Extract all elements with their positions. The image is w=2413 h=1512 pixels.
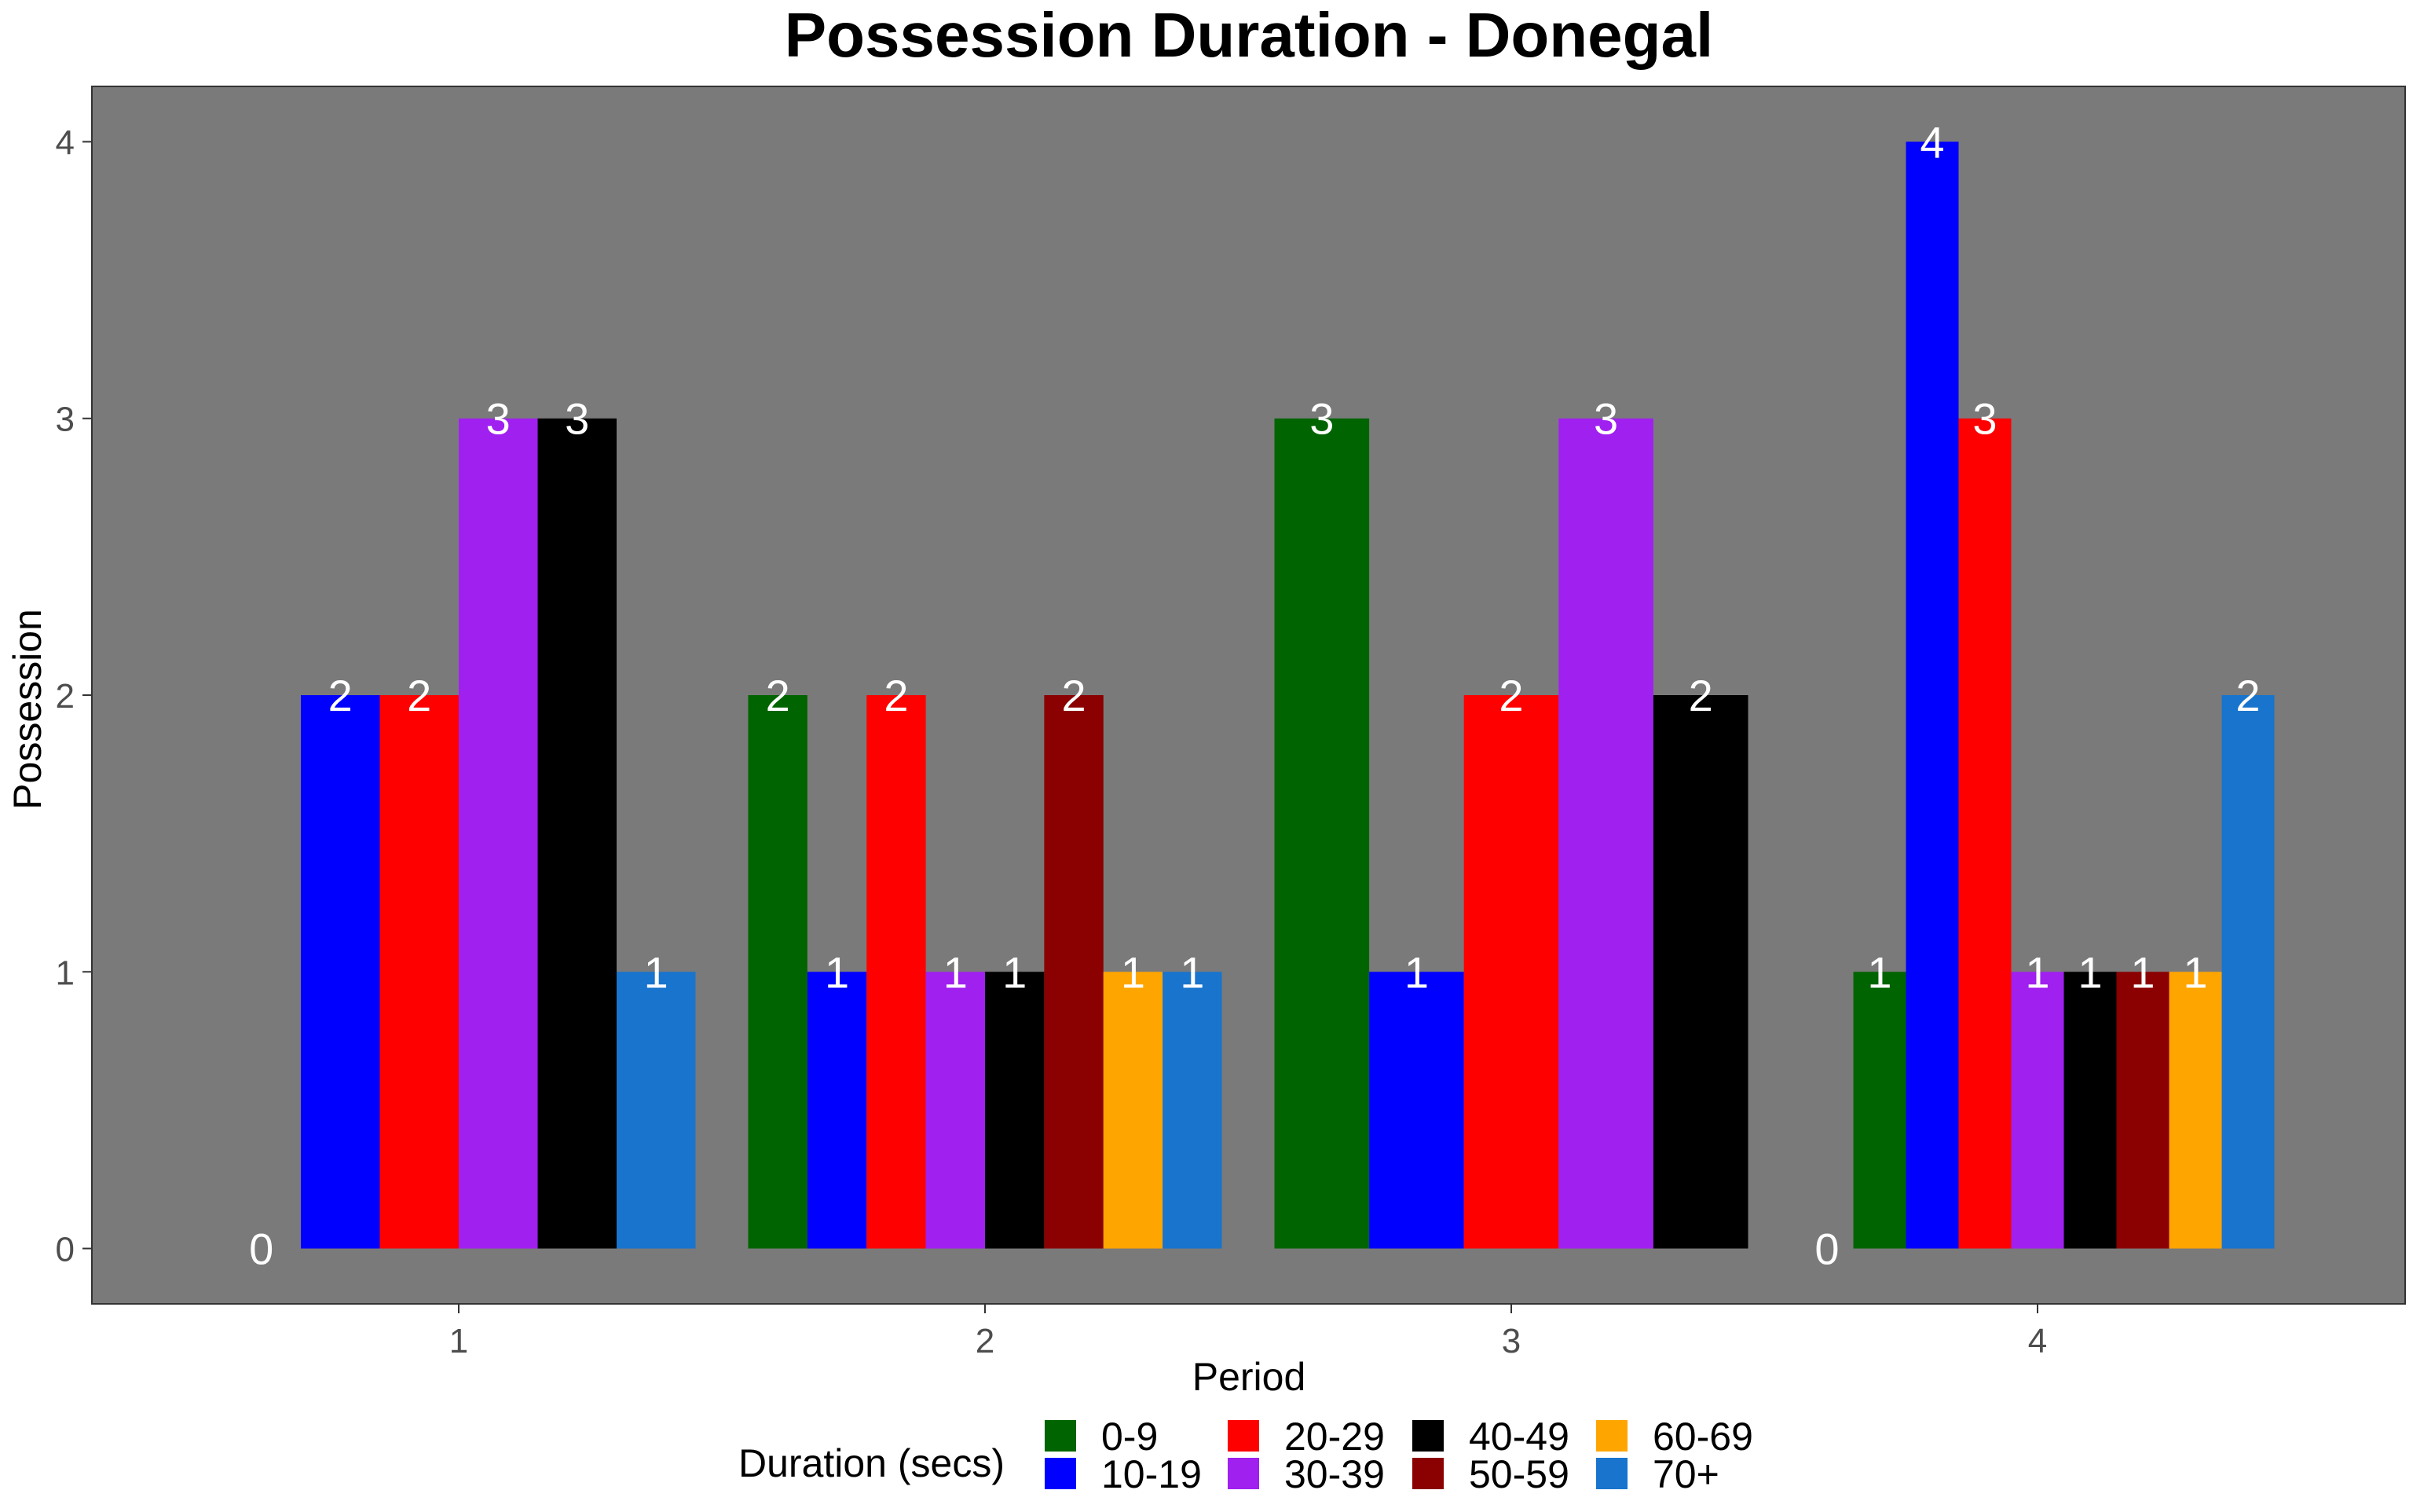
legend-key-60-69 [1596,1420,1628,1452]
legend-key-70+ [1596,1458,1628,1489]
legend-label-10-19: 10-19 [1101,1452,1202,1496]
bar-period-4-40-49 [2063,972,2117,1249]
bar-period-2-40-49 [985,972,1045,1249]
bar-period-3-0-9 [1274,418,1370,1249]
bar-period-2-30-39 [925,972,985,1249]
bar-period-2-60-69 [1103,972,1163,1249]
data-label-period-1-0-9: 0 [249,1225,273,1274]
bar-period-4-30-39 [2011,972,2064,1249]
legend-label-20-29: 20-29 [1284,1415,1385,1459]
data-label-period-4-70+: 2 [2235,671,2260,720]
data-label-period-2-0-9: 2 [766,671,790,720]
bar-period-4-70+ [2221,695,2275,1249]
bar-period-1-70+ [617,972,696,1249]
data-label-period-4-20-29: 3 [1972,394,1997,444]
bar-period-4-10-19 [1906,141,1959,1249]
data-label-period-3-30-39: 3 [1594,394,1618,444]
bar-period-4-60-69 [2169,972,2222,1249]
legend-key-50-59 [1412,1458,1444,1489]
bar-period-2-50-59 [1044,695,1104,1249]
data-label-period-4-40-49: 1 [2078,947,2102,997]
bar-period-4-50-59 [2116,972,2170,1249]
legend-label-50-59: 50-59 [1469,1452,1569,1496]
y-axis-title: Possession [5,609,49,810]
data-label-period-1-20-29: 2 [407,671,431,720]
legend-label-30-39: 30-39 [1284,1452,1385,1496]
bar-period-3-10-19 [1369,972,1464,1249]
y-tick-label-0: 0 [56,1231,75,1269]
data-label-period-4-30-39: 1 [2025,947,2049,997]
legend-key-40-49 [1412,1420,1444,1452]
y-tick-label-4: 4 [56,123,75,162]
data-label-period-1-40-49: 3 [565,394,589,444]
legend-key-20-29 [1228,1420,1259,1452]
bar-period-2-20-29 [866,695,926,1249]
data-label-period-3-40-49: 2 [1689,671,1713,720]
y-tick-label-3: 3 [56,401,75,439]
bar-period-4-0-9 [1853,972,1906,1249]
bar-period-3-20-29 [1463,695,1559,1249]
data-label-period-4-0-9: 1 [1867,947,1891,997]
y-tick-label-2: 2 [56,677,75,716]
data-label-period-2-30-39: 1 [943,947,968,997]
chart-title: Possession Duration - Donegal [785,0,1713,70]
data-label-period-2-50-59: 2 [1061,671,1086,720]
x-tick-label-1: 1 [449,1322,468,1360]
bar-period-2-0-9 [748,695,807,1249]
y-tick-label-1: 1 [56,954,75,992]
data-label-period-3-10-19: 1 [1404,947,1429,997]
data-label-period-2-20-29: 2 [884,671,908,720]
axes-layer: 0 1 2 3 4 1 2 3 4 [56,123,2048,1360]
legend-label-40-49: 40-49 [1469,1415,1569,1459]
bar-period-1-30-39 [459,418,538,1249]
data-label-period-2-40-49: 1 [1002,947,1027,997]
data-label-period-1-10-19: 2 [328,671,353,720]
bar-period-2-70+ [1163,972,1222,1249]
legend-label-70+: 70+ [1653,1452,1719,1496]
legend-key-0-9 [1045,1420,1076,1452]
data-label-period-1-30-39: 3 [486,394,511,444]
x-tick-label-3: 3 [1502,1322,1521,1360]
legend-label-60-69: 60-69 [1653,1415,1753,1459]
data-label-period-1-70+: 1 [644,947,668,997]
data-label-period-4-0-9: 0 [1814,1225,1839,1274]
x-axis-title: Period [1192,1355,1306,1399]
data-label-period-4-60-69: 1 [2183,947,2207,997]
bar-period-4-20-29 [1958,418,2012,1249]
bars-layer [301,141,2275,1249]
legend-label-0-9: 0-9 [1101,1415,1158,1459]
x-tick-label-4: 4 [2028,1322,2047,1360]
data-label-period-2-60-69: 1 [1121,947,1145,997]
bar-period-3-40-49 [1653,695,1748,1249]
legend-key-30-39 [1228,1458,1259,1489]
bar-period-1-40-49 [537,418,617,1249]
legend-title: Duration (secs) [738,1441,1005,1485]
bar-period-1-20-29 [379,695,459,1249]
data-label-period-3-20-29: 2 [1499,671,1523,720]
bar-period-1-10-19 [301,695,380,1249]
data-label-period-2-10-19: 1 [825,947,849,997]
legend-key-10-19 [1045,1458,1076,1489]
bar-period-3-30-39 [1558,418,1653,1249]
data-label-period-4-50-59: 1 [2130,947,2155,997]
data-label-period-2-70+: 1 [1180,947,1204,997]
bar-period-2-10-19 [807,972,867,1249]
data-label-period-3-0-9: 3 [1309,394,1334,444]
x-tick-label-2: 2 [976,1322,994,1360]
data-label-period-4-10-19: 4 [1920,117,1944,167]
